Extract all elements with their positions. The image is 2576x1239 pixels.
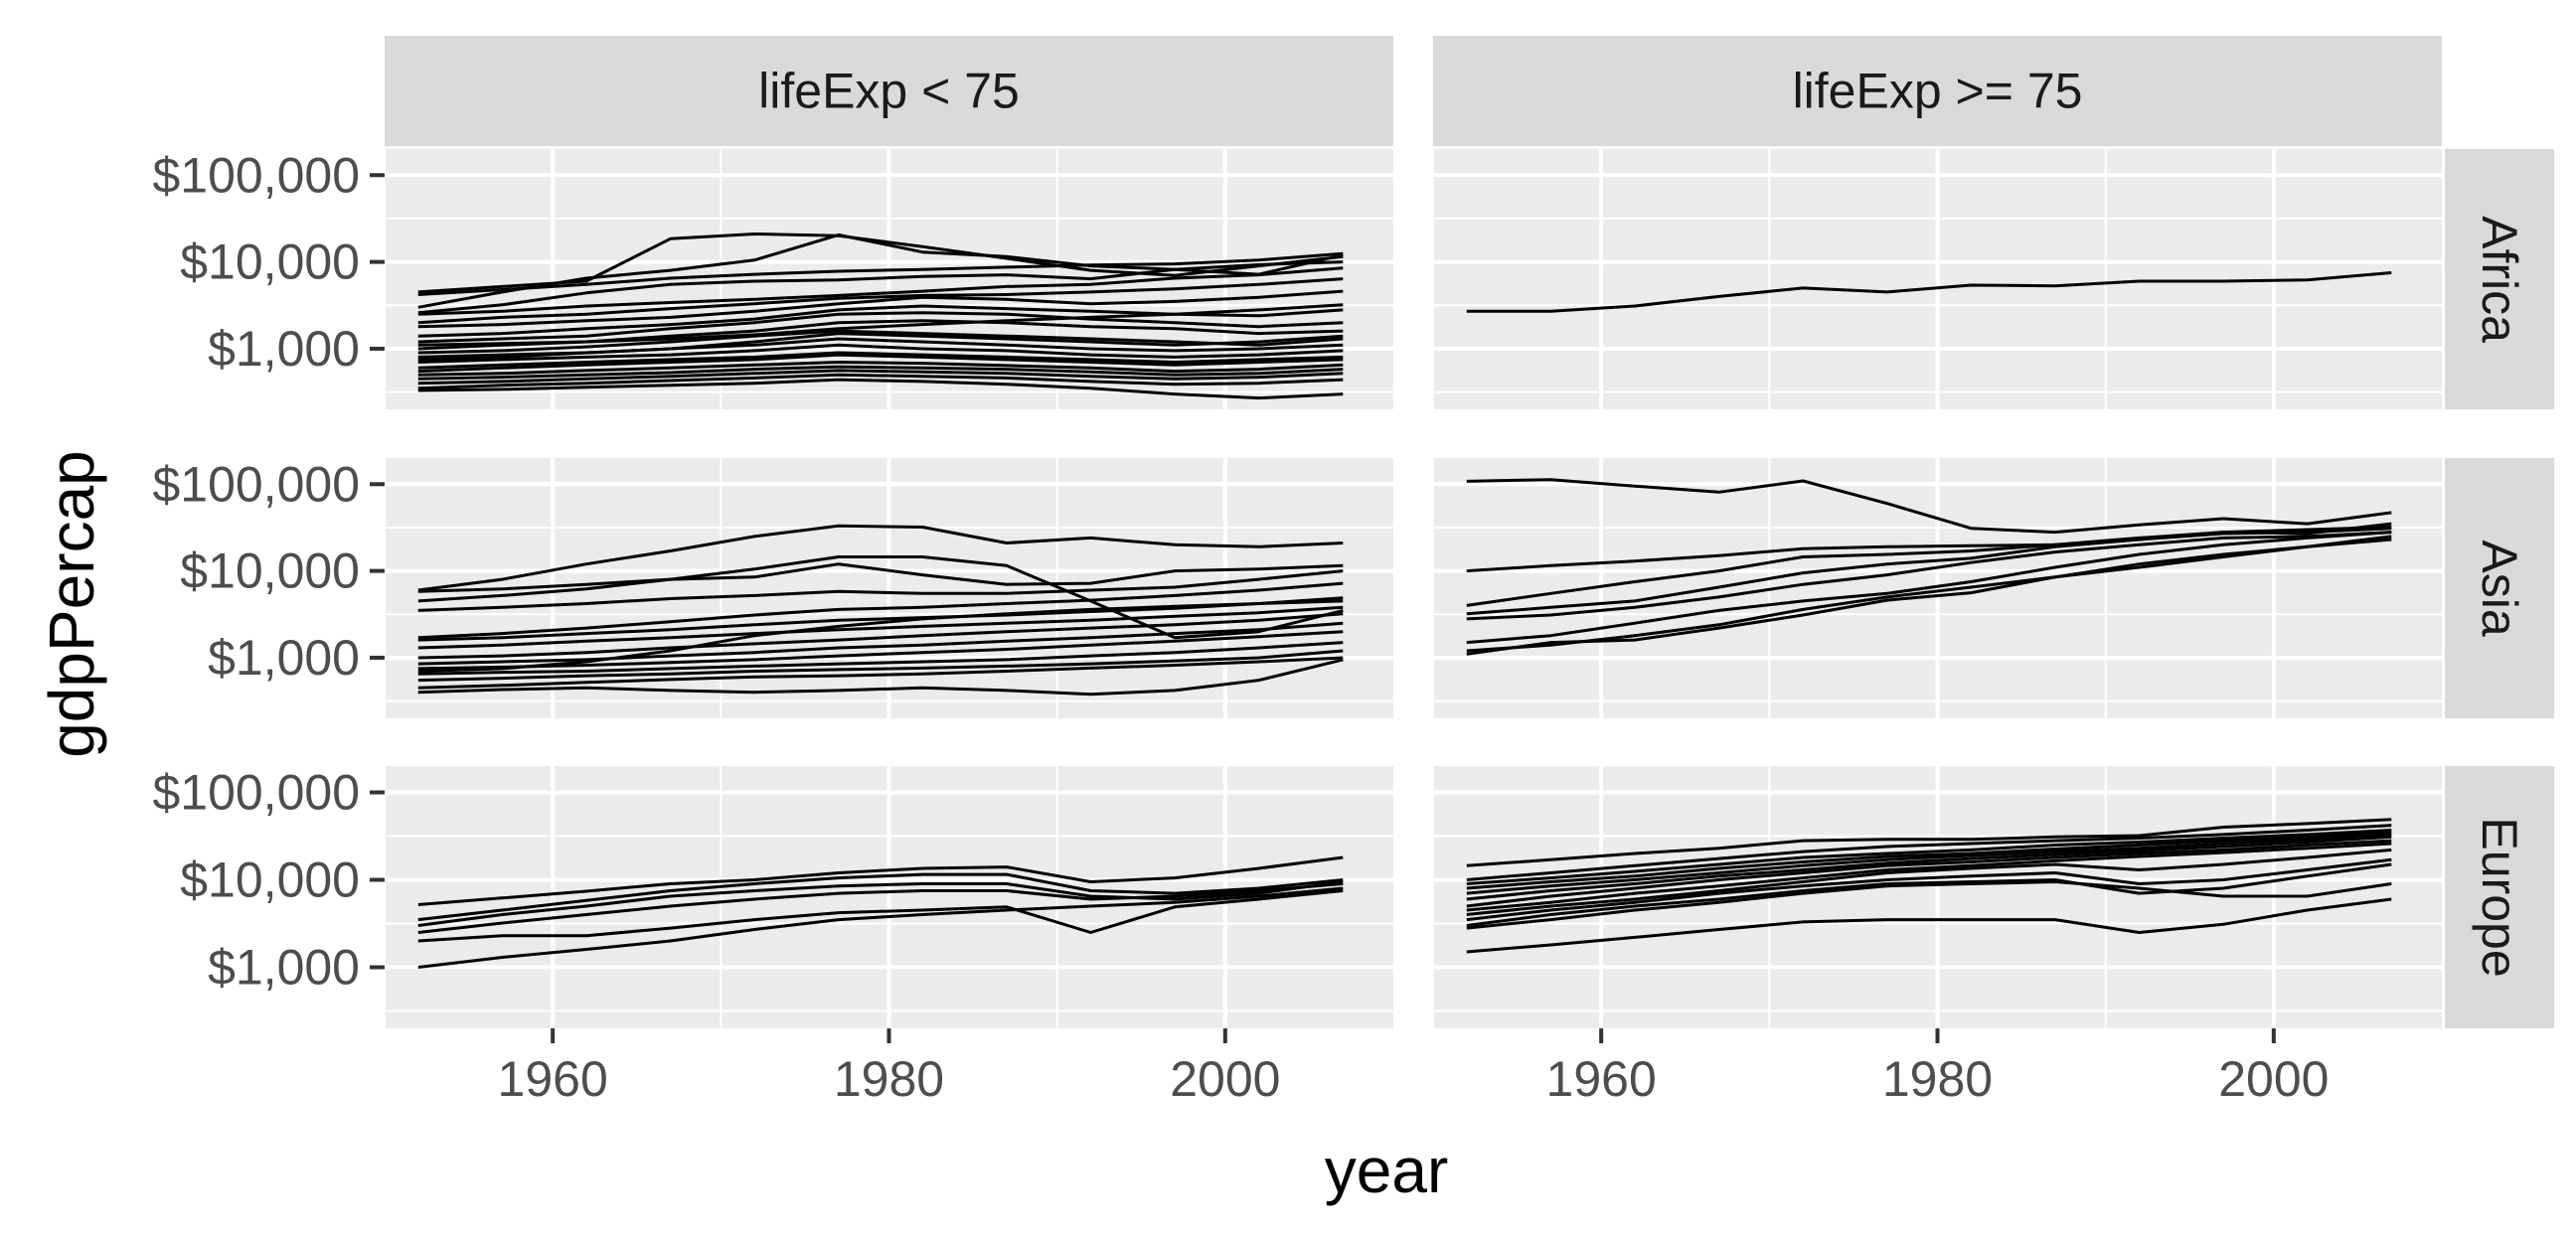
panel-europe-lifeexp-lt-75 [384,766,1393,1028]
series-line [1466,531,2392,645]
x-axis-tick-label: 1960 [1546,1051,1657,1107]
y-axis-tick-label: $100,000 [152,147,360,203]
series-line [417,251,1344,296]
row-strip-label: Africa [2472,216,2527,343]
series-line [1466,818,2392,867]
series-line [1466,835,2392,901]
series-line [1466,839,2392,908]
series-line [417,343,1344,364]
panel-asia-lifeexp-ge-75 [1432,458,2442,718]
series-line [417,889,1344,943]
series-line [1466,857,2392,922]
series-line [417,311,1344,344]
y-axis-tick-label: $100,000 [152,456,360,512]
series-line [1466,848,2392,916]
x-axis-tick-label: 1980 [1882,1051,1993,1107]
series-line [417,332,1344,362]
series-line [417,872,1344,922]
series-line [417,351,1344,370]
series-line [417,562,1344,593]
x-axis-tick-label: 1960 [498,1051,608,1107]
series-line [1466,824,2392,881]
series-line [1466,478,2392,535]
series-line [417,630,1344,671]
y-axis-tick-label: $1,000 [208,939,360,995]
series-line [417,649,1344,683]
series-line [417,361,1344,377]
column-strip [1433,36,2442,146]
x-axis-tick-label: 2000 [2218,1051,2329,1107]
series-line [1466,831,2392,890]
series-line [1466,862,2392,927]
series-line [1466,271,2392,313]
series-line [417,641,1344,676]
series-line [417,266,1344,316]
series-line [417,232,1344,309]
series-line [417,524,1344,592]
y-axis-tick-label: $1,000 [208,321,360,377]
series-line [417,612,1344,660]
series-line [417,656,1344,690]
series-line [417,581,1344,640]
series-line [417,353,1344,374]
series-line [1466,535,2392,653]
x-axis-tick-label: 1980 [834,1051,944,1107]
series-line [417,880,1344,927]
row-strip [2445,766,2554,1028]
series-line [417,599,1344,673]
series-line [417,260,1344,315]
row-strip-label: Europe [2472,817,2527,977]
series-line [417,329,1344,355]
x-axis-tick-label: 2000 [1170,1051,1280,1107]
series-line [1466,880,2392,930]
strips-layer: lifeExp < 75 lifeExp >= 75 Africa Asia Europ… [385,36,2554,1028]
series-line [417,232,1344,294]
series-line [417,621,1344,666]
row-strip [2445,149,2554,409]
series-line [417,596,1344,642]
x-axis-title: year [1325,1135,1449,1206]
series-line [1466,538,2392,656]
series-line [417,569,1344,612]
column-strip-label: lifeExp < 75 [758,64,1020,119]
series-line [1466,897,2392,954]
row-strip-label: Asia [2472,540,2527,636]
y-axis-tick-label: $100,000 [152,764,360,820]
series-line [417,886,1344,969]
series-line [1466,833,2392,895]
axes-layer: $1,000 $10,000 $100,000 $1,000 $10,000 $100,0… [152,147,2329,1107]
series-line [417,658,1344,697]
panels-layer [384,149,2442,1028]
y-axis-tick-label: $10,000 [180,852,360,907]
series-line [1466,531,2392,621]
series-line [417,882,1344,934]
y-axis-tick-label: $1,000 [208,630,360,686]
series-line [417,855,1344,906]
series-line [1466,842,2392,912]
series-line [417,289,1344,329]
series-line [417,555,1344,640]
series-line [417,365,1344,381]
y-axis-tick-label: $10,000 [180,543,360,599]
series-line [1466,829,2392,885]
column-strip-label: lifeExp >= 75 [1793,64,2083,119]
row-strip [2445,458,2554,718]
y-axis-title: gdpPercap [36,450,107,758]
series-line [417,369,1344,386]
column-strip [385,36,1393,146]
series-line [417,378,1344,400]
series-line [417,605,1344,650]
series-line [417,373,1344,390]
series-line [417,303,1344,347]
y-axis-tick-label: $10,000 [180,234,360,290]
series-line [1466,522,2392,616]
series-line [417,277,1344,325]
